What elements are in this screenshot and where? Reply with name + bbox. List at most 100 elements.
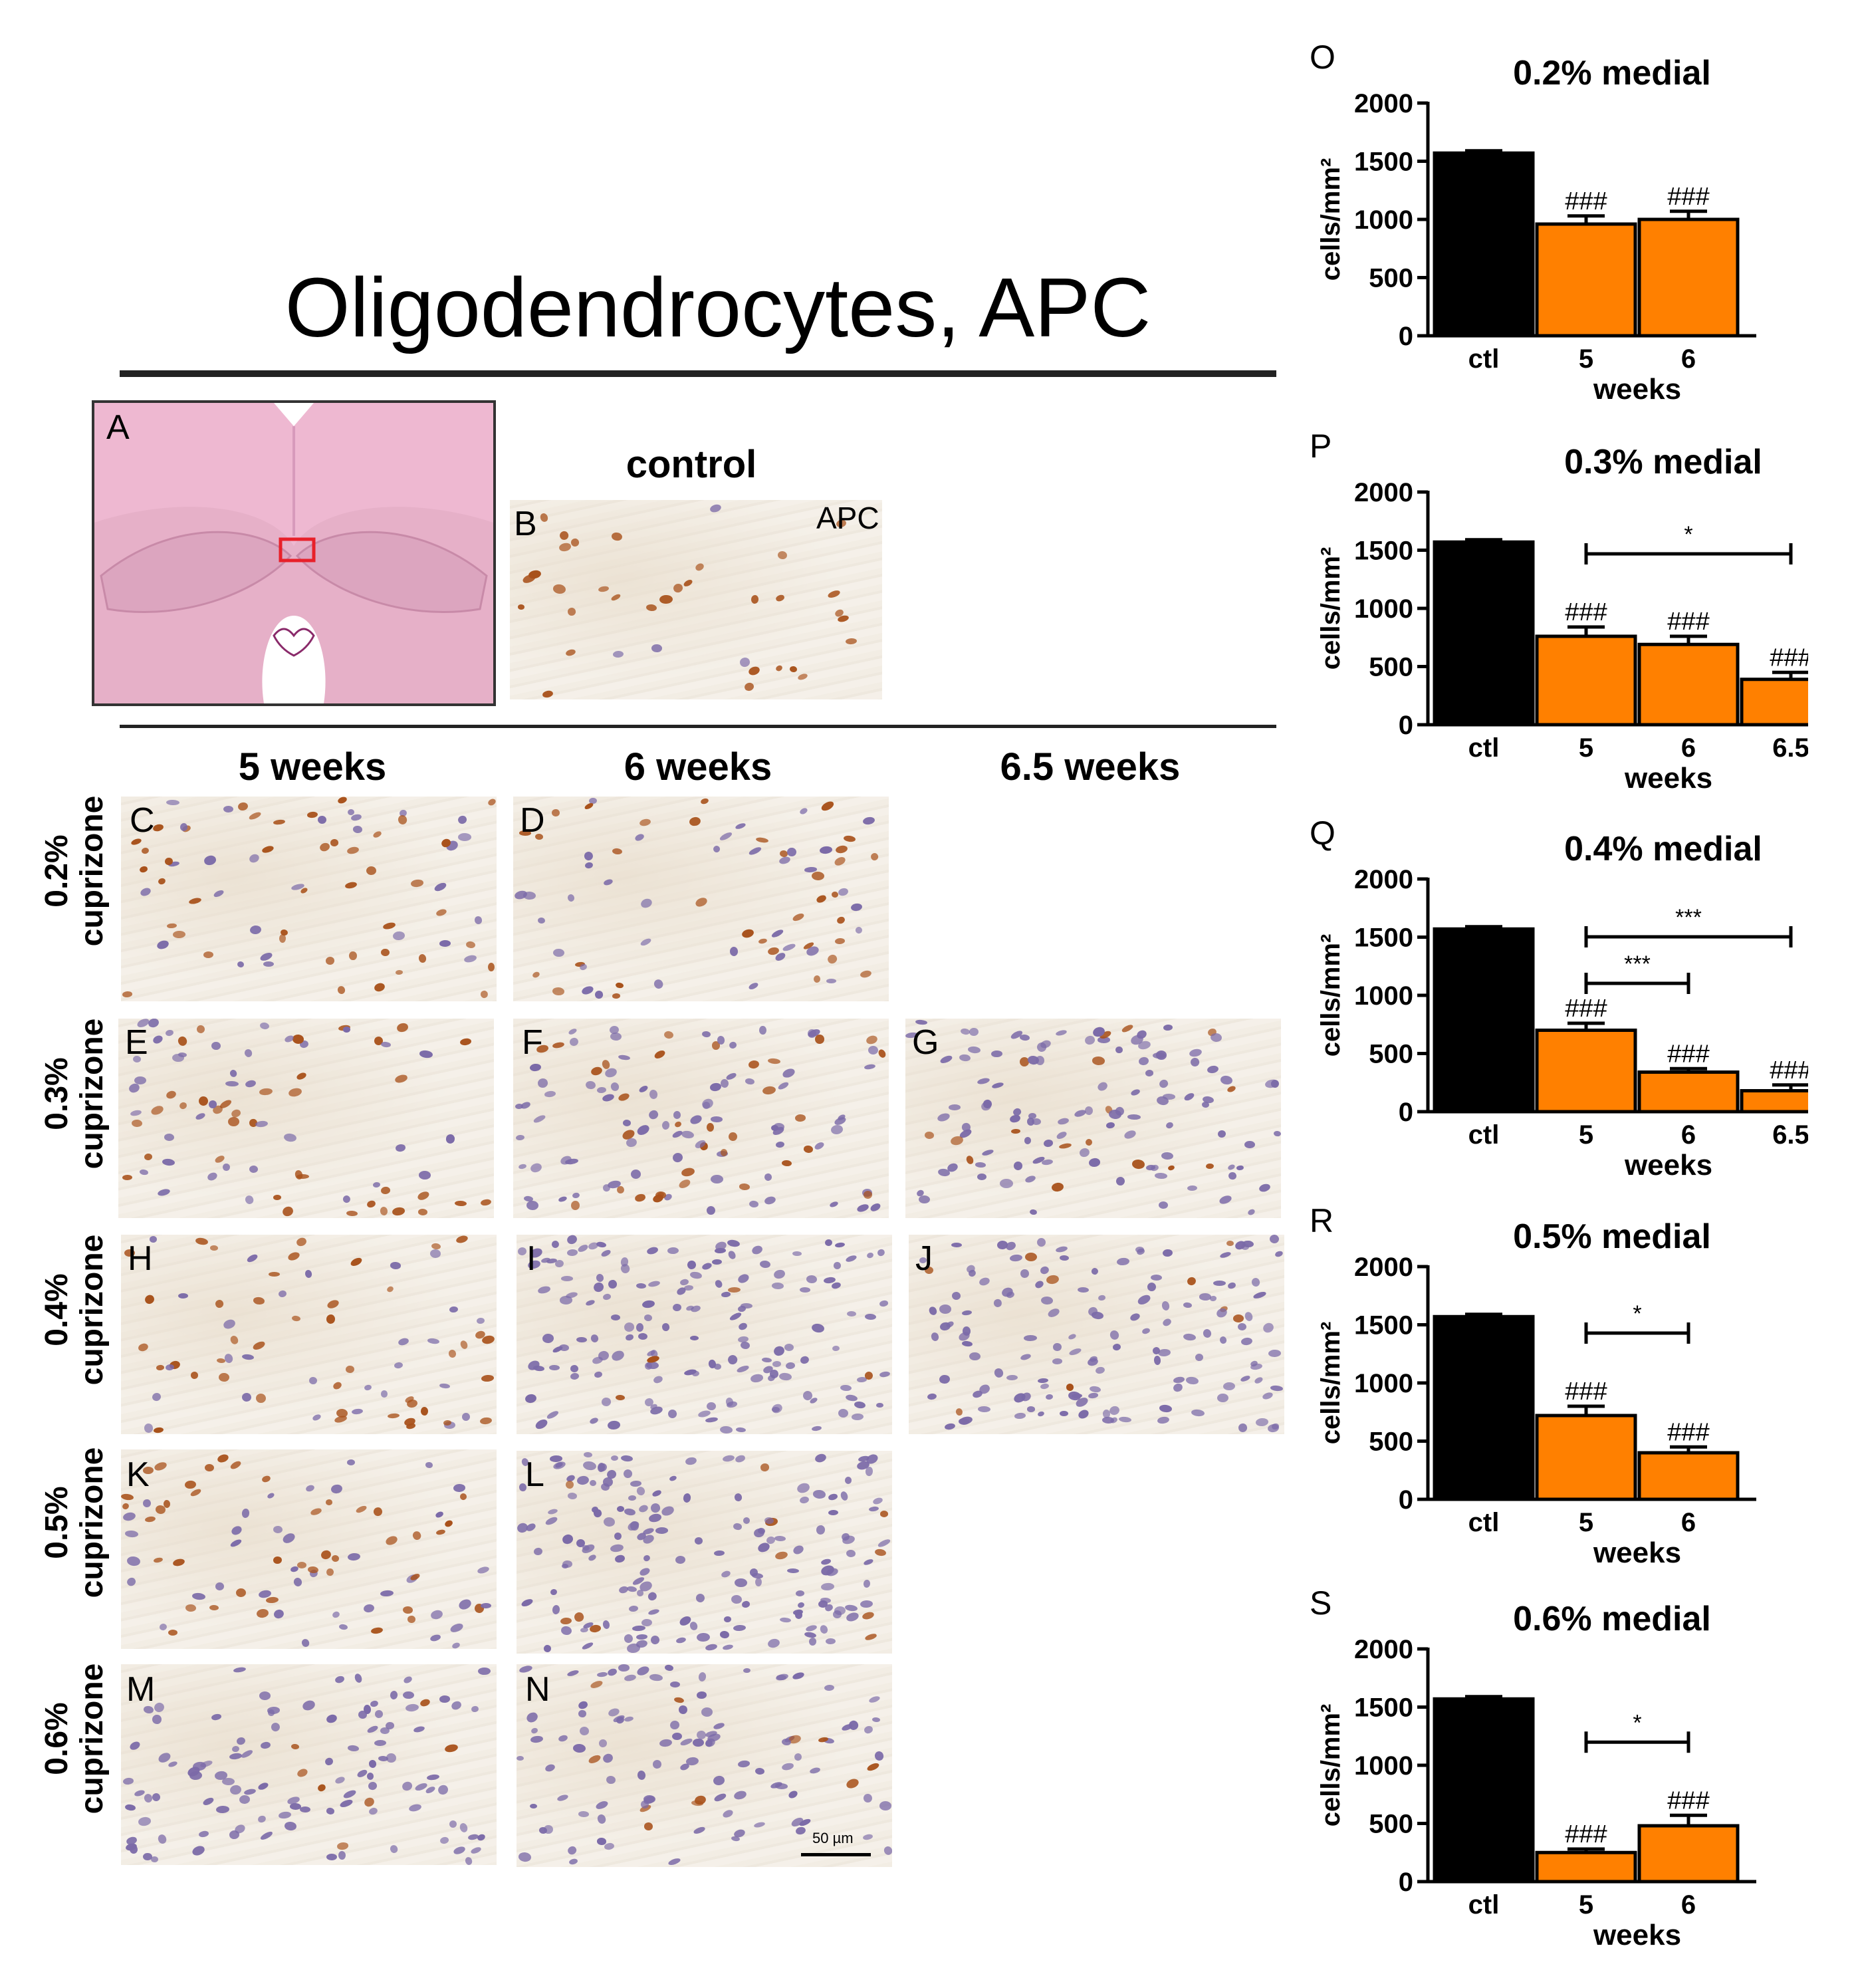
x-axis-label: weeks [1593, 1537, 1681, 1569]
nucleus [1187, 1185, 1197, 1191]
col-header-5-weeks: 5 weeks [238, 745, 387, 789]
nucleus [457, 814, 468, 825]
nucleus [955, 1407, 964, 1417]
nucleus [524, 1710, 539, 1724]
nucleus [429, 1609, 444, 1621]
nucleus [352, 824, 363, 833]
nucleus [812, 871, 825, 881]
nucleus [213, 889, 225, 899]
nucleus [733, 1522, 743, 1531]
nucleus [558, 1154, 573, 1167]
x-axis-label: weeks [1593, 373, 1681, 406]
nucleus [1084, 1138, 1094, 1148]
nucleus [529, 1803, 537, 1809]
x-tick-label: ctl [1468, 1120, 1500, 1150]
nucleus [153, 1427, 164, 1434]
nucleus [249, 1165, 259, 1173]
nucleus [568, 1858, 578, 1866]
nucleus [717, 1035, 726, 1045]
nucleus [448, 1820, 457, 1829]
nucleus [449, 1306, 459, 1314]
nucleus [568, 1027, 578, 1036]
nucleus [566, 606, 576, 616]
nucleus [814, 1452, 828, 1464]
scale-bar [801, 1853, 871, 1856]
y-tick-label: 2000 [1354, 478, 1413, 507]
nucleus [240, 1748, 254, 1760]
nucleus [643, 1795, 656, 1804]
nucleus [259, 1088, 273, 1096]
nucleus [560, 1533, 574, 1545]
nucleus [413, 1725, 425, 1733]
nucleus [1159, 1201, 1169, 1209]
x-tick-label: 6 [1681, 344, 1696, 374]
nucleus [1066, 1383, 1074, 1391]
nucleus [865, 1466, 873, 1477]
significance-mark: ### [1667, 1040, 1709, 1068]
nucleus [1052, 1358, 1063, 1365]
x-tick-label: 6 [1681, 1120, 1696, 1150]
nucleus [349, 1256, 364, 1268]
nucleus [215, 1805, 229, 1813]
nucleus [743, 1668, 751, 1674]
nucleus [781, 1066, 797, 1080]
nucleus [681, 1130, 695, 1140]
nucleus [567, 1492, 578, 1500]
nucleus [637, 1332, 648, 1340]
nucleus [576, 1475, 590, 1486]
nucleus [391, 1206, 405, 1217]
nucleus [402, 1606, 413, 1615]
nucleus [445, 1134, 456, 1144]
nucleus [211, 1713, 223, 1721]
nucleus [799, 1495, 810, 1505]
nucleus [927, 1305, 939, 1317]
nucleus [566, 1669, 580, 1678]
nucleus [880, 1510, 889, 1517]
nucleus [1153, 1355, 1161, 1365]
nucleus [814, 1140, 826, 1151]
nucleus [733, 1789, 748, 1801]
nucleus [841, 1723, 854, 1733]
nucleus [1046, 1306, 1061, 1319]
significance-mark: ### [1565, 598, 1607, 626]
nucleus [351, 1408, 364, 1415]
nucleus [241, 1392, 252, 1402]
nucleus [652, 977, 665, 990]
nucleus [1163, 1024, 1173, 1031]
nucleus [636, 1634, 648, 1640]
nucleus [1098, 1294, 1105, 1301]
nucleus [785, 1362, 796, 1370]
nucleus [390, 1690, 399, 1701]
nucleus [517, 1756, 524, 1761]
nucleus [879, 1370, 891, 1378]
panel-b-micrograph [510, 500, 882, 699]
nucleus [435, 1510, 445, 1519]
nucleus [596, 1086, 607, 1094]
nucleus [1024, 1136, 1032, 1145]
nucleus [301, 1698, 316, 1712]
nucleus [965, 1154, 975, 1166]
nucleus [615, 982, 624, 989]
x-tick-label: 6 [1681, 1508, 1696, 1537]
nucleus [636, 1283, 647, 1289]
nucleus [231, 1745, 240, 1753]
nucleus [706, 1402, 716, 1411]
nucleus [589, 1624, 602, 1633]
nucleus [826, 978, 836, 983]
nucleus [602, 1752, 615, 1764]
nucleus [596, 1671, 608, 1677]
nucleus [518, 1163, 527, 1170]
nucleus [381, 948, 390, 957]
nucleus [873, 1750, 885, 1762]
nucleus [601, 1092, 615, 1103]
chart-title: 0.2% medial [1513, 54, 1711, 92]
nucleus [1014, 1412, 1026, 1420]
nucleus [1115, 1176, 1125, 1187]
nucleus [628, 1604, 639, 1612]
nucleus [854, 926, 864, 935]
nucleus [876, 1248, 887, 1258]
nucleus [772, 1269, 786, 1280]
nucleus [179, 822, 187, 831]
row-label-0-4: 0.4% cuprizone [39, 1210, 110, 1410]
nucleus [834, 1242, 846, 1249]
